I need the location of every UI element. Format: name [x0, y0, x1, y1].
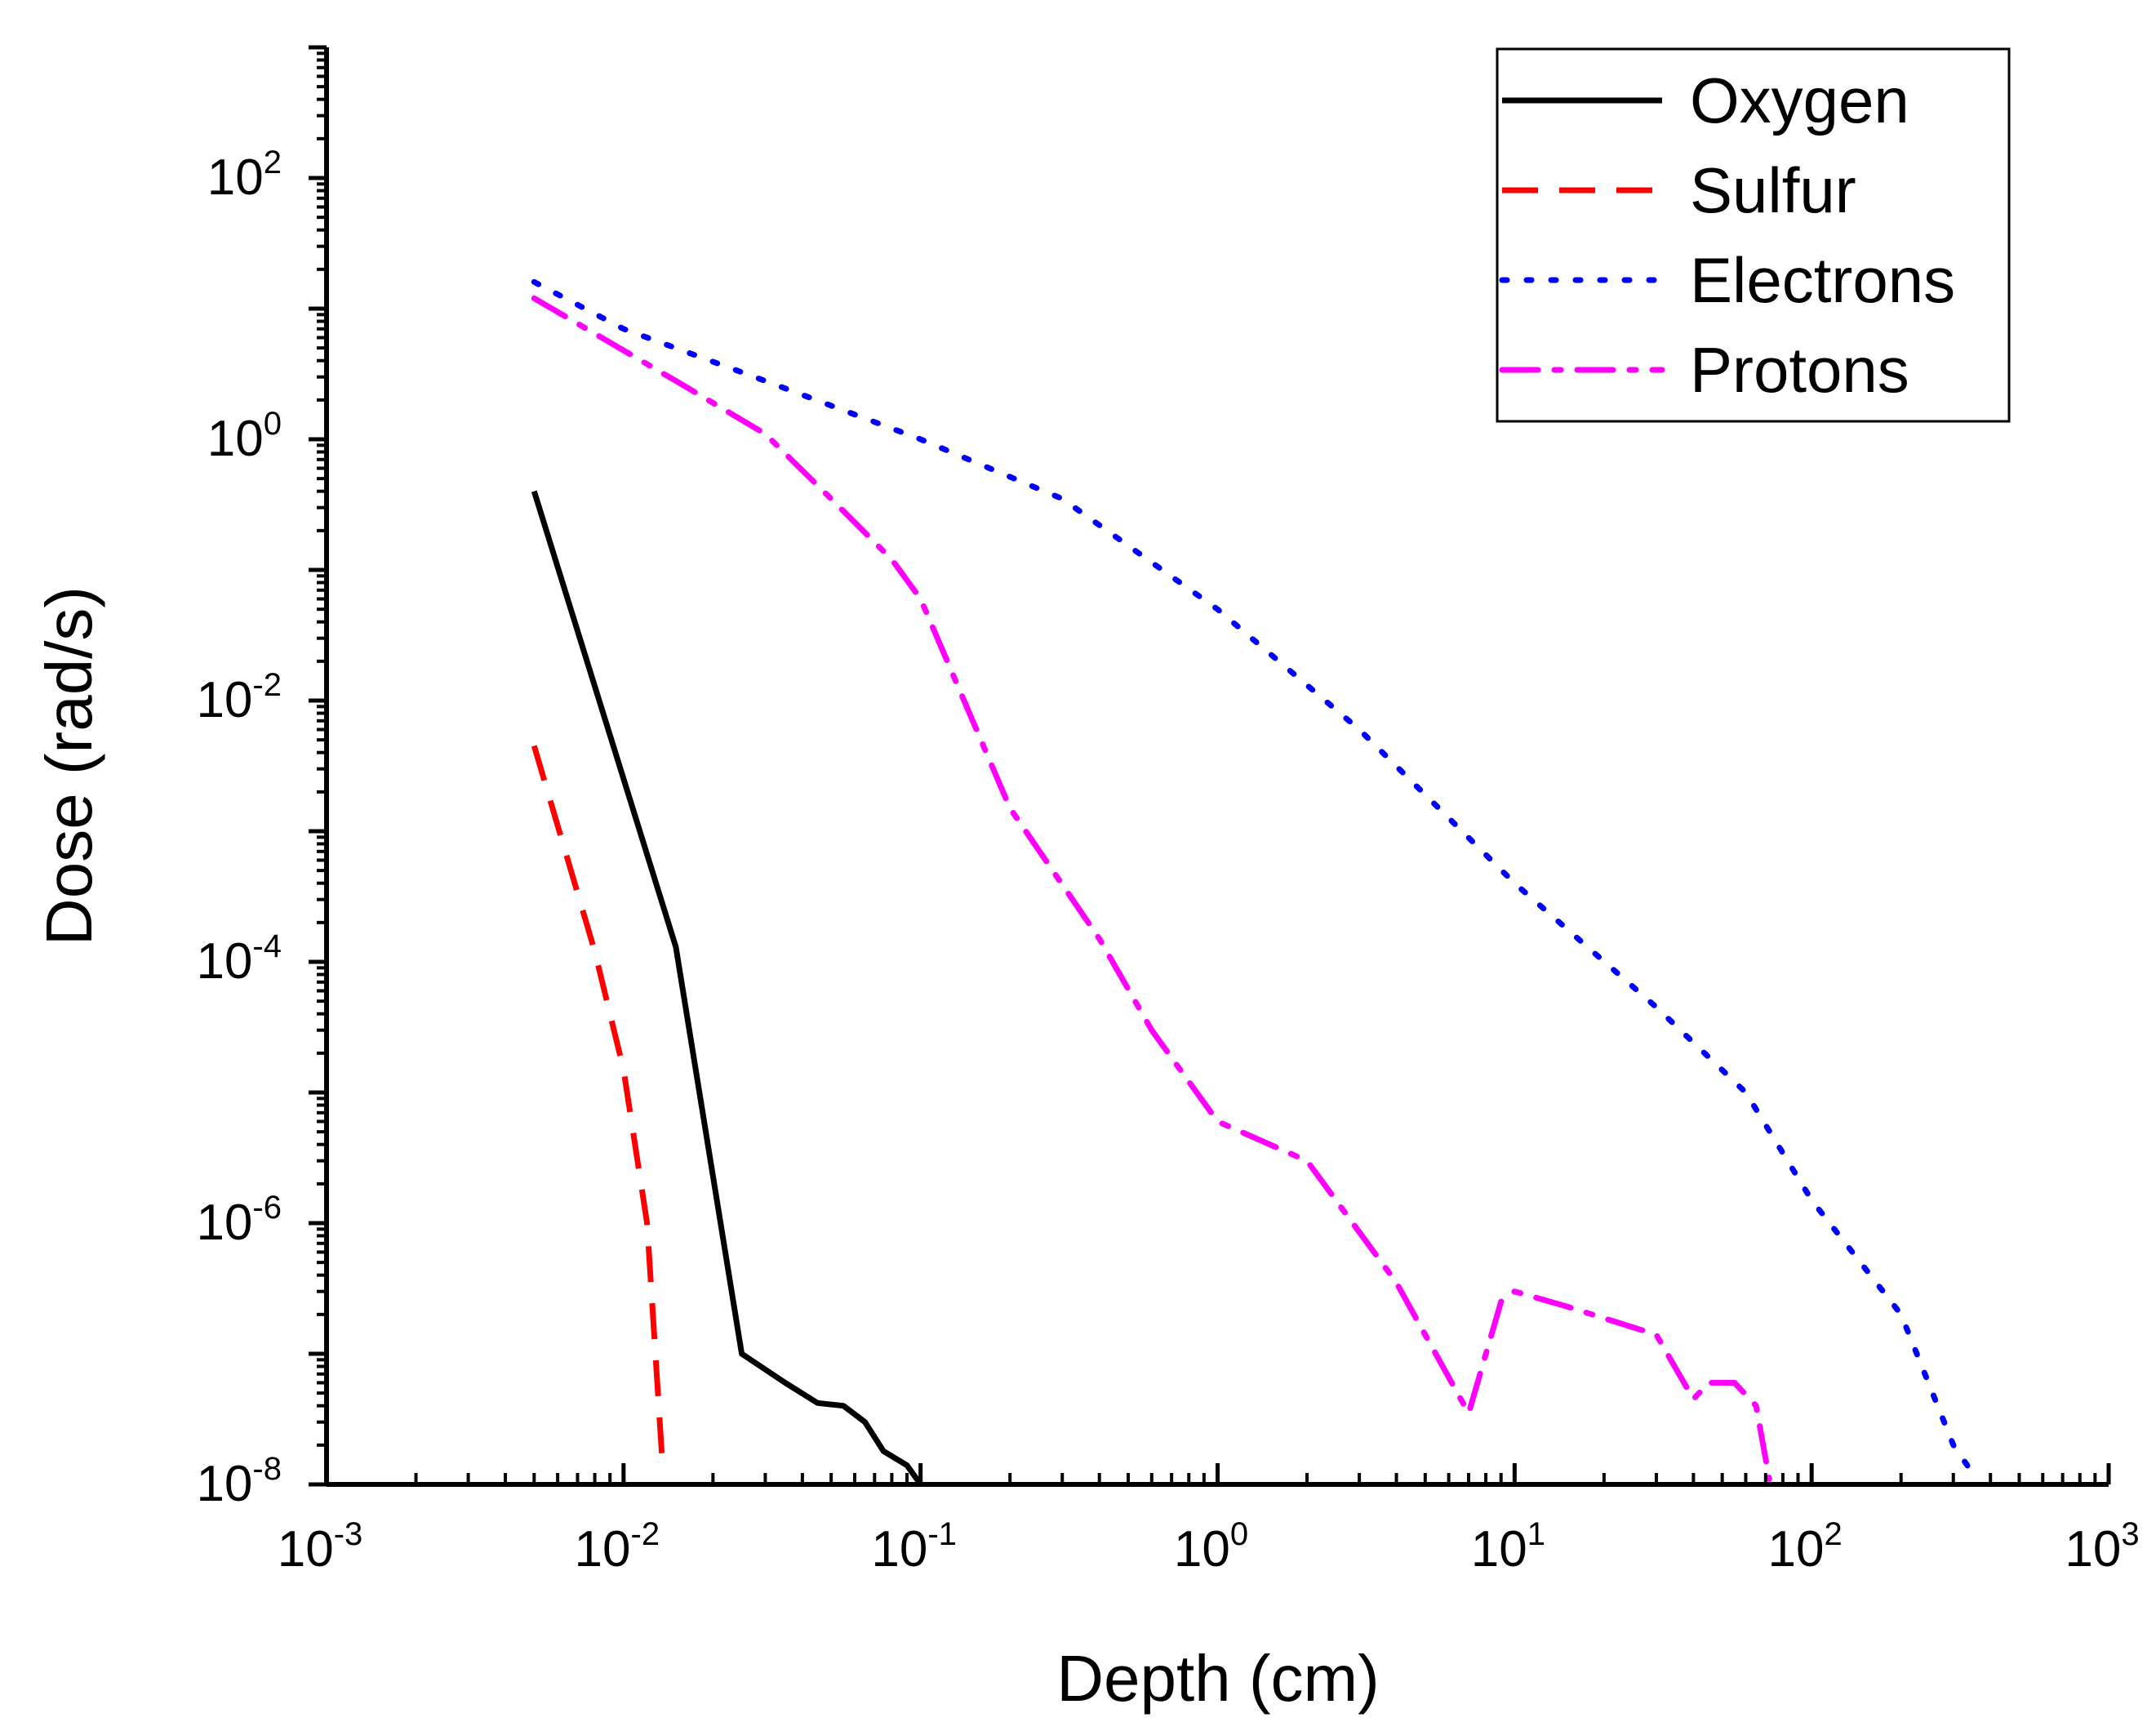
x-axis-title: Depth (cm): [1056, 1642, 1380, 1715]
legend: Oxygen Sulfur Electrons Protons: [1496, 47, 2011, 423]
y-tick-label: 10-4: [196, 928, 282, 990]
series-layer: [531, 278, 1976, 1487]
series-line-electrons: [531, 278, 1976, 1477]
x-tick-label: 102: [1768, 1516, 1843, 1577]
legend-label-protons: Protons: [1690, 334, 1909, 406]
legend-box: [1496, 47, 2011, 423]
series-line-oxygen: [531, 490, 923, 1487]
legend-label-sulfur: Sulfur: [1690, 154, 1856, 226]
legend-label-oxygen: Oxygen: [1690, 65, 1909, 136]
x-axis-ticks: 10-3 10-2 10-1 100 101 102 103: [278, 1463, 2140, 1577]
legend-items: Oxygen Sulfur Electrons Protons: [1499, 65, 1955, 406]
x-tick-label: 103: [2065, 1516, 2139, 1577]
x-tick-label: 101: [1471, 1516, 1545, 1577]
legend-label-electrons: Electrons: [1690, 244, 1955, 316]
series-line-sulfur: [531, 745, 665, 1462]
series-line-protons: [531, 295, 1772, 1482]
y-axis-title: Dose (rad/s): [33, 586, 105, 946]
